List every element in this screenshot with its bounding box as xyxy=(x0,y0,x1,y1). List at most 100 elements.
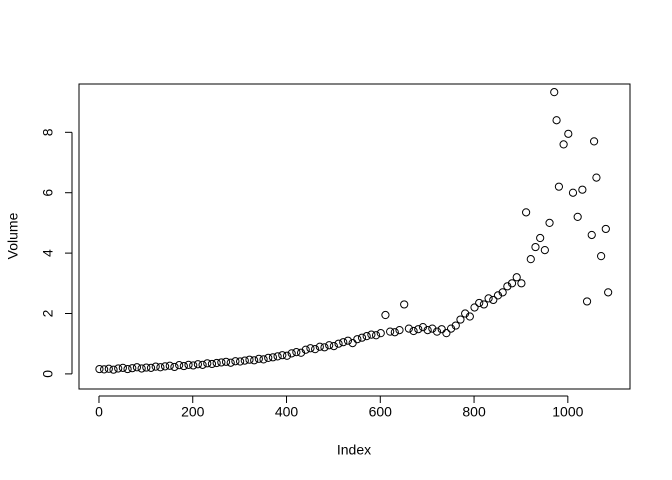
point xyxy=(325,341,334,350)
point xyxy=(170,362,179,372)
point xyxy=(395,326,404,335)
point xyxy=(203,359,212,368)
point xyxy=(400,300,409,309)
point xyxy=(550,88,559,97)
point xyxy=(592,173,601,182)
point xyxy=(301,345,310,354)
point xyxy=(273,352,282,361)
point xyxy=(264,353,273,362)
point xyxy=(442,329,451,338)
point xyxy=(179,361,188,371)
point xyxy=(371,331,381,340)
point xyxy=(142,363,151,372)
x-tick-label: 400 xyxy=(275,404,299,420)
point xyxy=(531,242,540,252)
point xyxy=(189,361,198,370)
point xyxy=(432,327,442,336)
point xyxy=(175,361,184,370)
point xyxy=(423,326,432,335)
point xyxy=(536,233,545,243)
point xyxy=(367,330,376,339)
point xyxy=(193,360,203,369)
point xyxy=(498,288,507,297)
point xyxy=(226,358,235,367)
point xyxy=(479,300,489,309)
point xyxy=(282,351,292,360)
point xyxy=(231,357,240,366)
point xyxy=(552,116,561,125)
point xyxy=(146,363,156,372)
point xyxy=(184,360,193,369)
point xyxy=(582,297,592,306)
point xyxy=(376,329,385,338)
point xyxy=(554,182,564,191)
point xyxy=(470,303,479,312)
x-tick-label: 600 xyxy=(369,404,393,420)
point xyxy=(292,348,301,357)
point xyxy=(578,185,587,194)
point xyxy=(601,224,610,234)
point xyxy=(573,212,582,221)
point xyxy=(362,332,371,341)
point xyxy=(315,342,324,351)
point xyxy=(334,339,343,348)
point xyxy=(568,188,578,197)
point xyxy=(306,344,315,353)
point xyxy=(109,365,118,374)
point xyxy=(278,351,287,360)
point xyxy=(320,343,329,352)
x-tick-label: 0 xyxy=(95,404,103,420)
point xyxy=(489,295,498,305)
point xyxy=(604,288,613,297)
point xyxy=(545,218,554,228)
point xyxy=(475,298,484,308)
point xyxy=(151,362,160,371)
point xyxy=(114,364,123,373)
x-tick-label: 200 xyxy=(181,404,205,420)
point xyxy=(250,356,259,365)
point xyxy=(404,324,413,333)
point xyxy=(381,310,390,320)
point xyxy=(451,321,460,330)
point xyxy=(165,361,174,370)
point xyxy=(589,137,599,146)
point xyxy=(118,363,127,372)
point xyxy=(198,360,207,369)
point xyxy=(259,355,268,364)
point xyxy=(339,338,348,347)
point xyxy=(128,364,137,373)
point xyxy=(465,312,474,321)
point xyxy=(156,363,165,372)
y-tick-label: 2 xyxy=(40,309,56,317)
point xyxy=(587,230,596,240)
point xyxy=(484,294,493,303)
point xyxy=(414,325,423,334)
point xyxy=(137,364,146,373)
y-tick-label: 6 xyxy=(40,189,56,197)
point xyxy=(207,359,217,369)
point xyxy=(343,336,353,345)
y-tick-label: 8 xyxy=(40,128,56,136)
point xyxy=(512,273,521,282)
x-tick-label: 800 xyxy=(462,404,486,420)
point xyxy=(254,354,263,363)
x-tick-label: 1000 xyxy=(552,404,583,420)
point xyxy=(132,363,142,372)
y-axis-label: Volume xyxy=(5,212,21,259)
point xyxy=(507,279,517,288)
point xyxy=(522,208,531,217)
point xyxy=(245,355,254,364)
point xyxy=(240,356,249,365)
x-axis-label: Index xyxy=(337,442,371,458)
point xyxy=(597,252,606,261)
point xyxy=(100,365,109,374)
point xyxy=(235,357,245,366)
y-tick-label: 0 xyxy=(40,370,56,378)
point xyxy=(456,315,465,324)
point xyxy=(212,358,221,368)
y-tick-label: 4 xyxy=(40,249,56,257)
point xyxy=(526,255,535,264)
point xyxy=(160,362,170,371)
point xyxy=(386,327,395,336)
